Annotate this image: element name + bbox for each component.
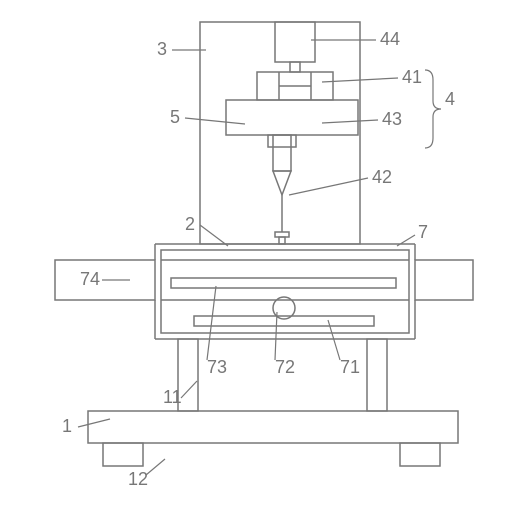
housing-7 <box>161 250 409 333</box>
label-11: 11 <box>163 387 182 407</box>
leader-12 <box>146 459 165 475</box>
label-71: 71 <box>340 357 360 377</box>
label-41: 41 <box>402 67 422 87</box>
block-43 <box>226 100 358 135</box>
brace-4 <box>425 70 441 148</box>
leader-73 <box>207 286 216 360</box>
label-44: 44 <box>380 29 400 49</box>
label-42: 42 <box>372 167 392 187</box>
engineering-diagram: 11112234414243445771727374 <box>0 0 514 515</box>
leader-1 <box>78 419 110 427</box>
label-74: 74 <box>80 269 100 289</box>
leader-72 <box>275 312 277 360</box>
motor-44 <box>275 22 315 62</box>
foot-12 <box>103 443 143 466</box>
leader-2 <box>200 225 228 246</box>
label-1: 1 <box>62 416 72 436</box>
leader-11 <box>181 381 197 398</box>
label-7: 7 <box>418 222 428 242</box>
leader-42 <box>289 178 368 195</box>
tool-body-5 <box>273 135 291 171</box>
label-3: 3 <box>157 39 167 59</box>
label-4: 4 <box>445 89 455 109</box>
label-12: 12 <box>128 469 148 489</box>
label-73: 73 <box>207 357 227 377</box>
leader-43 <box>322 120 378 123</box>
back-panel-3 <box>200 22 360 244</box>
label-43: 43 <box>382 109 402 129</box>
leader-5 <box>185 118 245 124</box>
base-1 <box>88 411 458 443</box>
label-72: 72 <box>275 357 295 377</box>
slot-71 <box>194 316 374 326</box>
slot-73 <box>171 278 396 288</box>
label-5: 5 <box>170 107 180 127</box>
label-2: 2 <box>185 214 195 234</box>
tool-tip-42 <box>273 171 291 195</box>
labels-group: 11112234414243445771727374 <box>62 29 455 489</box>
